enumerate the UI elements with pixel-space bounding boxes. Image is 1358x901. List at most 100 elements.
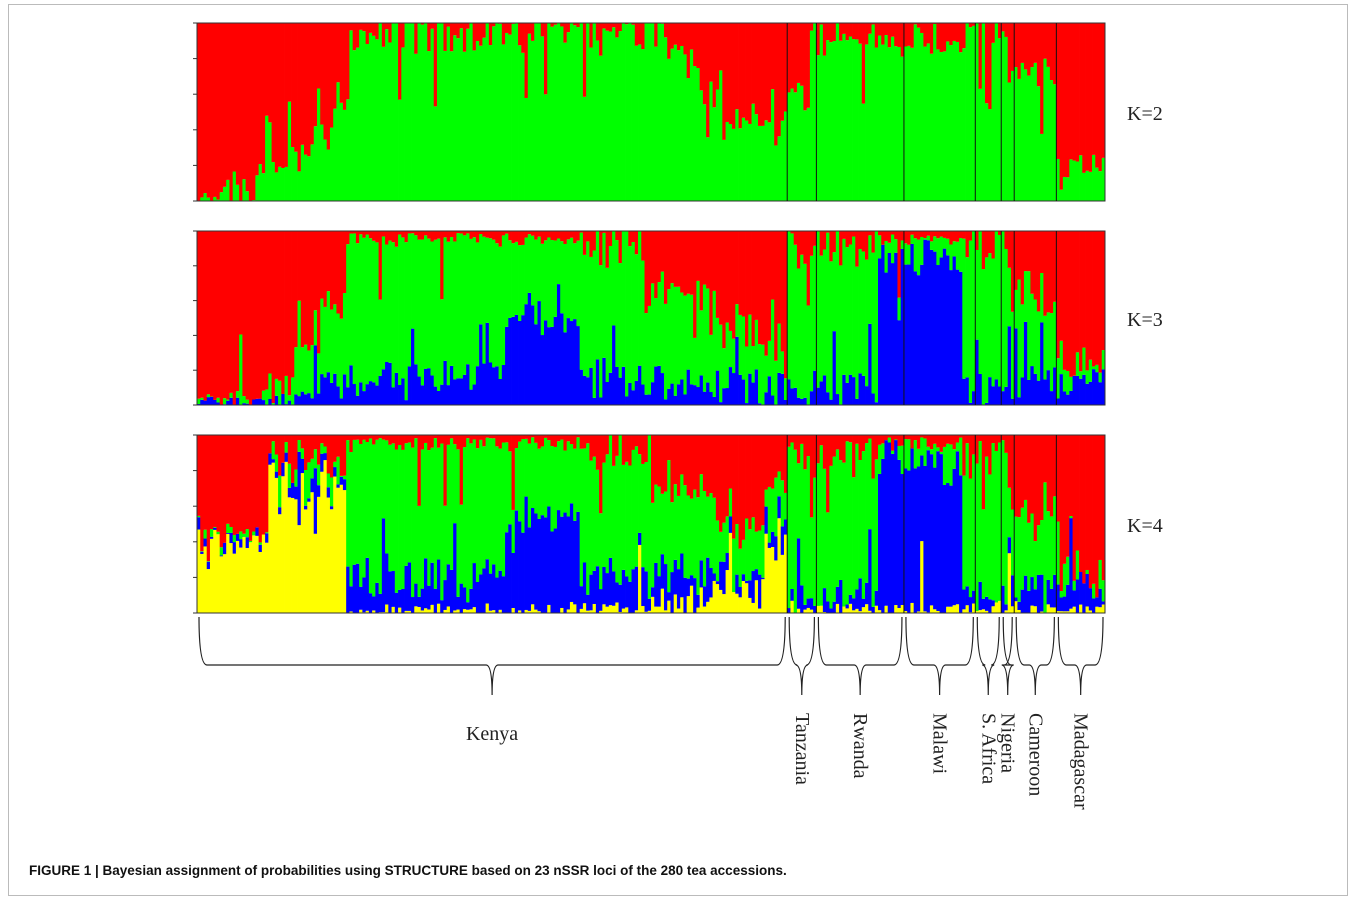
bar-segment	[1085, 170, 1090, 201]
bar-segment	[333, 467, 337, 477]
bar-segment	[612, 325, 616, 405]
bar-segment	[1040, 611, 1044, 613]
bar-segment	[339, 398, 344, 405]
bar-segment	[793, 449, 798, 613]
bar-segment	[475, 242, 480, 367]
bar-segment	[531, 23, 535, 41]
bar-segment	[531, 508, 535, 605]
bar-segment	[271, 459, 276, 463]
bar-segment	[706, 435, 710, 497]
bar-segment	[933, 23, 937, 25]
bar-segment	[527, 527, 532, 611]
bar-segment	[693, 231, 697, 338]
bar-segment	[787, 435, 791, 447]
population-label: Tanzania	[791, 713, 813, 785]
bar-segment	[816, 231, 821, 388]
bar-segment	[644, 394, 649, 405]
bar-segment	[903, 264, 908, 405]
bar-segment	[644, 231, 649, 314]
bar-segment	[320, 443, 324, 454]
bar-segment	[861, 375, 866, 405]
bar-segment	[540, 36, 545, 201]
bar-segment	[242, 231, 247, 397]
bar-segment	[959, 475, 963, 613]
bar-segment	[861, 607, 866, 613]
bar-segment	[232, 171, 237, 201]
bar-segment	[524, 304, 529, 405]
bar-segment	[816, 23, 821, 56]
bar-segment	[913, 440, 918, 469]
bar-segment	[741, 574, 746, 581]
bar-segment	[534, 23, 538, 201]
bar-segment	[443, 50, 448, 202]
bar-segment	[946, 606, 950, 613]
bar-segment	[1027, 23, 1031, 76]
bar-segment	[333, 435, 337, 462]
bar-segment	[1098, 607, 1103, 613]
bar-segment	[910, 448, 915, 603]
bar-segment	[1092, 154, 1096, 201]
bar-segment	[1053, 301, 1057, 368]
bar-segment	[874, 47, 879, 201]
bar-segment	[994, 231, 999, 380]
population-brace	[198, 616, 786, 696]
bar-segment	[430, 375, 435, 405]
bar-segment	[485, 559, 490, 604]
bar-segment	[1049, 80, 1054, 201]
bar-segment	[735, 109, 739, 201]
bar-segment	[511, 316, 516, 405]
bar-segment	[226, 435, 230, 524]
bar-segment	[326, 497, 331, 613]
bar-segment	[835, 394, 840, 405]
bar-segment	[200, 551, 204, 552]
bar-segment	[271, 462, 276, 613]
bar-segment	[579, 435, 584, 449]
bar-segment	[848, 435, 853, 443]
bar-segment	[307, 231, 311, 351]
bar-segment	[858, 248, 863, 374]
bar-segment	[586, 377, 590, 405]
bar-segment	[475, 435, 480, 449]
bar-segment	[488, 23, 493, 46]
bar-segment	[615, 23, 619, 38]
bar-segment	[761, 435, 765, 526]
bar-segment	[800, 398, 804, 405]
bar-segment	[414, 364, 418, 405]
bar-segment	[378, 299, 383, 376]
bar-segment	[715, 584, 720, 613]
bar-segment	[913, 435, 918, 441]
bar-segment	[706, 231, 710, 289]
bar-segment	[1007, 435, 1012, 488]
bar-segment	[644, 23, 649, 201]
bar-segment	[803, 397, 808, 405]
bar-segment	[271, 162, 276, 201]
bar-segment	[1053, 496, 1057, 575]
bar-segment	[1056, 521, 1060, 585]
bar-segment	[929, 241, 934, 250]
bar-segment	[320, 453, 324, 472]
bar-segment	[307, 435, 311, 463]
bar-segment	[1098, 559, 1103, 589]
bar-segment	[420, 610, 425, 613]
bar-segment	[365, 231, 370, 235]
bar-segment	[433, 23, 438, 107]
bar-segment	[553, 24, 558, 201]
bar-segment	[1023, 271, 1028, 322]
bar-segment	[511, 243, 516, 317]
bar-segment	[433, 386, 438, 405]
bar-segment	[433, 435, 438, 439]
bar-segment	[748, 529, 752, 581]
bar-segment	[651, 382, 655, 405]
bar-segment	[673, 286, 678, 396]
bar-segment	[618, 377, 623, 405]
bar-segment	[219, 231, 224, 405]
bar-segment	[719, 324, 723, 403]
bar-segment	[907, 470, 911, 613]
bar-segment	[304, 394, 308, 405]
bar-segment	[991, 600, 996, 607]
bar-segment	[1059, 435, 1064, 592]
bar-segment	[800, 231, 804, 255]
bar-segment	[884, 605, 889, 613]
bar-segment	[758, 23, 762, 126]
bar-segment	[261, 23, 266, 174]
